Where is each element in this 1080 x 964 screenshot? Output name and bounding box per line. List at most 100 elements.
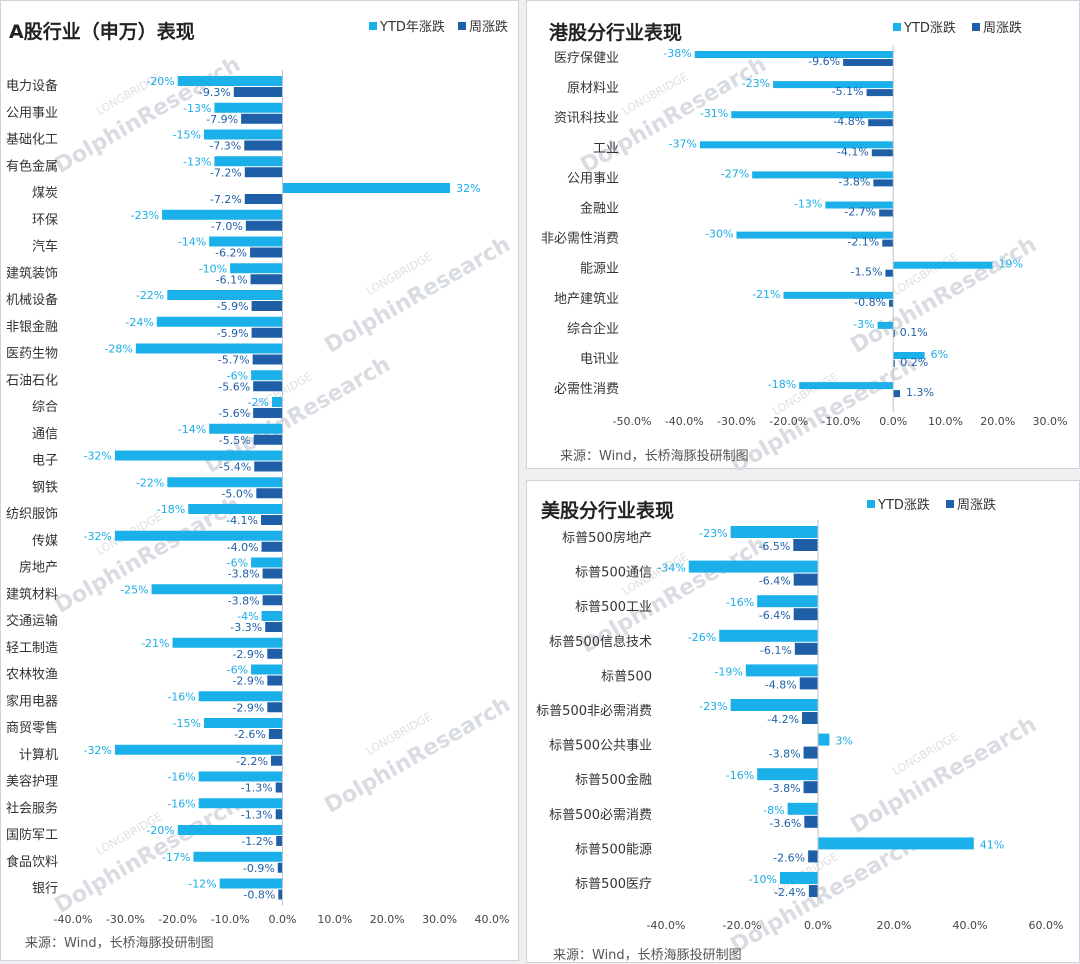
hk-share-chart: DolphinResearchLONGBRIDGEDolphinResearch… [541,20,1067,470]
category-label: 标普500非必需消费 [536,704,652,719]
ytd-bar [209,236,283,247]
ytd-bar [177,76,283,86]
data-label: -27% [721,167,749,180]
data-label: -22% [136,476,164,489]
legend-swatch [972,23,980,31]
watermark-text: DolphinResearch [847,712,1041,839]
category-label: 纺织服饰 [6,507,58,522]
data-label: -7.9% [206,113,238,126]
ytd-bar [114,744,283,755]
category-label: 煤炭 [32,186,58,201]
ytd-bar [214,102,283,113]
data-label: -3.8% [228,594,260,607]
watermark-text: DolphinResearch [321,232,515,359]
week-bar [253,434,283,445]
watermark-text: DolphinResearch [727,832,921,959]
category-label: 标普500金融 [575,772,652,788]
data-label: -7.2% [210,166,242,179]
data-label: -8% [763,804,784,817]
chart-title: A股行业（申万）表现 [9,20,195,43]
week-bar [256,488,283,499]
x-tick-label: -30.0% [106,913,145,926]
data-label: -5.7% [218,354,250,367]
category-label: 能源业 [580,262,619,277]
week-bar [802,712,818,724]
week-bar [843,59,894,66]
source-note: 来源：Wind，长桥海豚投研制图 [25,935,214,951]
data-label: -3.8% [228,568,260,581]
legend-swatch [867,500,875,508]
week-bar [253,381,283,392]
week-bar [251,301,283,311]
week-bar [275,809,283,820]
x-tick-label: 0.0% [804,919,832,932]
week-bar [270,755,283,766]
week-bar [267,648,283,659]
data-label: -6.5% [758,540,790,553]
data-label: -6.1% [216,273,248,286]
ytd-bar [214,156,283,167]
data-label: -6.1% [760,644,792,657]
data-label: -20% [146,824,174,837]
category-label: 机械设备 [6,292,58,308]
data-label: -23% [699,527,727,540]
chart-title: 港股分行业表现 [549,21,682,44]
data-label: 6% [931,348,948,361]
data-label: -0.8% [854,296,886,309]
data-label: -2.1% [847,236,879,249]
data-label: -26% [688,631,716,644]
ytd-bar [151,584,283,595]
chart-title: 美股分行业表现 [541,499,674,522]
data-label: -32% [83,744,111,757]
data-label: -23% [699,700,727,713]
data-label: -4.8% [765,678,797,691]
ytd-bar [719,629,818,642]
category-label: 传媒 [32,534,58,549]
week-bar [262,568,283,579]
category-label: 公用事业 [6,106,58,121]
data-label: -1.3% [241,808,273,821]
category-label: 标普500信息技术 [549,634,652,650]
x-tick-label: 20.0% [980,415,1015,428]
x-tick-label: -20.0% [723,919,762,932]
category-label: 有色金属 [6,158,58,174]
category-label: 标普500 [601,669,652,684]
data-label: -0.9% [243,862,275,875]
ytd-bar [198,798,283,809]
week-bar [804,815,818,828]
week-bar [793,573,818,586]
week-bar [871,149,894,157]
data-label: -4.8% [833,115,865,128]
data-label: 1.3% [906,386,934,399]
ytd-bar [198,771,283,782]
legend-swatch [893,23,901,31]
week-bar [268,729,283,739]
data-label: -37% [669,137,697,150]
week-bar [793,539,818,551]
week-bar [276,836,283,846]
data-label: -2% [248,396,269,409]
ytd-bar [780,872,818,884]
data-label: -12% [188,878,216,891]
ytd-bar [757,595,818,608]
week-bar [244,194,283,204]
data-label: -6% [227,369,248,382]
week-bar [252,354,283,365]
week-bar [253,408,283,418]
category-label: 公用事业 [567,171,619,186]
ytd-bar [272,397,283,407]
ytd-bar [730,699,818,711]
week-bar [244,140,283,151]
watermark-text: DolphinResearch [321,692,515,819]
data-label: -32% [83,450,111,463]
data-label: -10% [749,873,777,886]
data-label: -4.2% [767,713,799,726]
week-bar [808,885,818,897]
ytd-bar [736,231,894,239]
ytd-bar [688,560,818,573]
category-label: 轻工制造 [6,641,58,656]
data-label: -3.8% [769,782,801,795]
week-bar [250,247,283,258]
week-bar [893,390,901,398]
ytd-bar [893,352,925,359]
